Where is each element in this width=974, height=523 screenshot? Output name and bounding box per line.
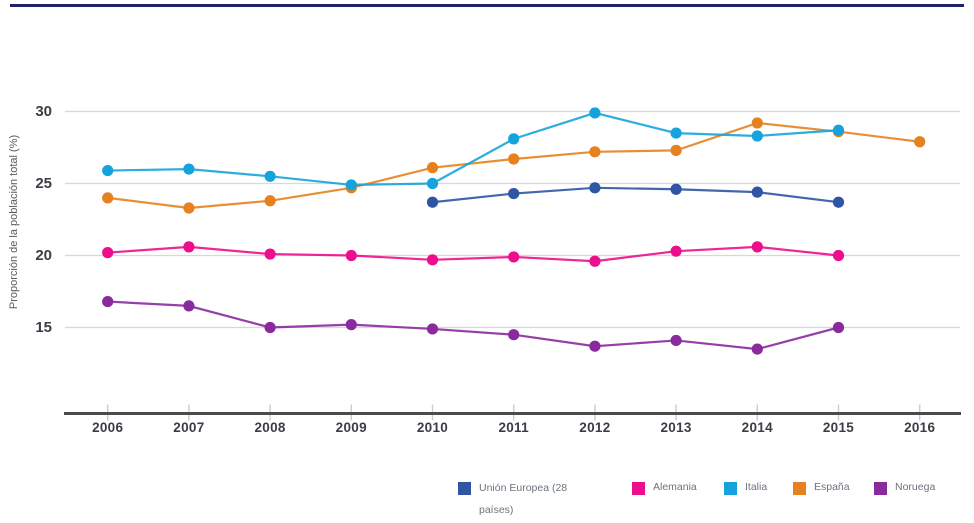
data-point-italia	[426, 177, 439, 190]
data-point-uni-n-europea-28-pa-ses	[589, 182, 601, 194]
x-tick-label-2015: 2015	[822, 420, 855, 435]
data-point-italia	[751, 130, 763, 142]
data-point-noruega	[264, 321, 276, 334]
y-tick-label-15: 15	[35, 318, 52, 336]
series-uni-n-europea-28-pa-ses	[426, 182, 845, 208]
data-point-espa-a	[751, 117, 763, 129]
data-point-italia	[102, 164, 114, 177]
data-point-uni-n-europea-28-pa-ses	[832, 196, 845, 208]
legend-item-alemania[interactable]: Alemania	[632, 481, 697, 495]
data-point-noruega	[508, 329, 520, 341]
data-point-italia	[183, 163, 195, 175]
x-tick-label-2014: 2014	[741, 420, 773, 435]
data-point-espa-a	[102, 192, 114, 204]
data-point-italia	[264, 170, 276, 182]
data-point-alemania	[589, 255, 601, 267]
legend-swatch-italia	[724, 482, 737, 495]
data-point-alemania	[183, 241, 195, 253]
data-point-espa-a	[264, 195, 276, 207]
data-point-alemania	[426, 254, 439, 266]
data-point-alemania	[751, 241, 763, 253]
x-tick-label-2007: 2007	[173, 420, 205, 435]
data-point-italia	[832, 124, 845, 136]
data-point-alemania	[508, 251, 520, 263]
legend-label-noruega: Noruega	[895, 481, 936, 493]
data-point-alemania	[832, 249, 845, 262]
x-tick-label-2008: 2008	[254, 420, 286, 435]
legend-label-alemania: Alemania	[653, 481, 697, 493]
data-point-italia	[589, 107, 601, 119]
legend-item-espa-a[interactable]: España	[793, 481, 850, 495]
data-point-noruega	[832, 321, 845, 334]
legend-swatch-uni-n-europea-28-pa-ses	[458, 482, 471, 495]
data-point-espa-a	[183, 202, 195, 214]
x-tick-label-2009: 2009	[335, 420, 367, 435]
series-line-alemania	[107, 245, 839, 263]
x-tick-label-2016: 2016	[904, 420, 936, 435]
series-line-italia	[107, 111, 839, 187]
data-point-uni-n-europea-28-pa-ses	[751, 186, 763, 198]
data-point-italia	[345, 179, 357, 191]
data-point-uni-n-europea-28-pa-ses	[670, 183, 682, 195]
data-point-italia	[508, 133, 520, 145]
legend-label-uni-n-europea-28-pa-ses: Unión Europea (28 países)	[479, 482, 568, 516]
data-point-uni-n-europea-28-pa-ses	[426, 196, 439, 208]
series-line-uni-n-europea-28-pa-ses	[432, 186, 839, 204]
legend-swatch-espa-a	[793, 482, 806, 495]
data-point-noruega	[102, 295, 114, 308]
y-tick-label-25: 25	[35, 174, 52, 192]
legend-label-italia: Italia	[745, 481, 768, 493]
legend-item-noruega[interactable]: Noruega	[874, 481, 935, 495]
series-noruega	[102, 295, 845, 355]
series-alemania	[102, 241, 845, 267]
data-point-uni-n-europea-28-pa-ses	[508, 187, 520, 200]
data-point-noruega	[345, 319, 357, 331]
x-tick-label-2006: 2006	[92, 420, 124, 435]
y-tick-label-30: 30	[35, 102, 52, 120]
legend-swatch-noruega	[874, 482, 887, 495]
data-point-noruega	[426, 323, 439, 335]
data-point-italia	[670, 127, 682, 139]
series-italia	[102, 107, 845, 191]
data-point-espa-a	[426, 162, 439, 174]
x-tick-label-2010: 2010	[416, 420, 449, 435]
data-point-noruega	[589, 340, 601, 352]
data-point-espa-a	[670, 144, 682, 156]
data-point-espa-a	[914, 136, 926, 148]
legend-item-uni-n-europea-28-pa-ses[interactable]: Unión Europea (28 países)	[458, 481, 587, 521]
x-tick-label-2012: 2012	[579, 420, 611, 435]
data-point-alemania	[670, 245, 682, 257]
data-point-alemania	[102, 247, 114, 259]
x-tick-label-2011: 2011	[498, 420, 529, 435]
data-point-noruega	[183, 300, 195, 312]
series-line-noruega	[107, 300, 839, 351]
data-point-alemania	[264, 248, 276, 260]
data-point-espa-a	[508, 153, 520, 165]
top-border-rule	[10, 4, 964, 7]
legend-label-espa-a: España	[814, 481, 850, 493]
legend-item-italia[interactable]: Italia	[724, 481, 767, 495]
y-axis-title-text: Proporción de la población total (%)	[8, 134, 20, 310]
y-tick-label-20: 20	[35, 246, 52, 264]
data-point-noruega	[670, 334, 682, 347]
data-point-noruega	[751, 343, 763, 355]
legend-swatch-alemania	[632, 482, 645, 495]
data-point-alemania	[345, 249, 357, 262]
data-point-espa-a	[589, 146, 601, 158]
x-tick-label-2013: 2013	[660, 420, 692, 435]
